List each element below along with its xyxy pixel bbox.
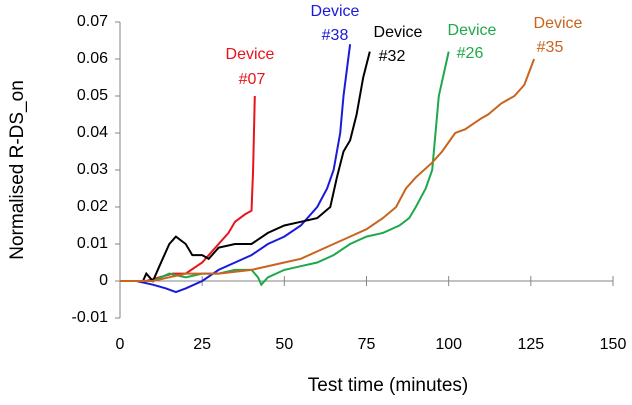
y-tick-label: -0.01 xyxy=(72,309,109,326)
y-tick-label: 0.02 xyxy=(77,198,108,215)
y-tick-label: 0.03 xyxy=(77,161,108,178)
x-tick-label: 0 xyxy=(116,336,125,353)
y-tick-label: 0.05 xyxy=(77,87,108,104)
annotation: #32 xyxy=(379,48,406,65)
annotation: Device xyxy=(448,22,497,39)
series-line xyxy=(120,95,256,282)
annotation: #38 xyxy=(322,27,349,44)
x-tick-label: 100 xyxy=(435,336,462,353)
annotation: Device xyxy=(311,3,360,20)
annotation: Device xyxy=(226,46,275,63)
series-line xyxy=(120,51,371,283)
x-tick-label: 125 xyxy=(517,336,544,353)
x-tick-label: 50 xyxy=(275,336,293,353)
x-axis-label: Test time (minutes) xyxy=(308,375,468,396)
annotation: Device xyxy=(374,24,423,41)
x-tick-label: 75 xyxy=(358,336,376,353)
annotation: Device xyxy=(534,15,583,32)
annotation: #35 xyxy=(537,39,564,56)
annotation: #07 xyxy=(239,71,266,88)
x-tick-label: 150 xyxy=(600,336,627,353)
y-tick-label: 0.04 xyxy=(77,124,108,141)
series-line xyxy=(120,51,450,287)
y-axis-label: Normalised R-DS_on xyxy=(7,80,28,260)
series-line xyxy=(120,44,352,294)
y-tick-label: 0 xyxy=(99,272,108,289)
x-tick-label: 25 xyxy=(193,336,211,353)
y-tick-label: 0.06 xyxy=(77,50,108,67)
y-tick-label: 0.01 xyxy=(77,235,108,252)
series-line xyxy=(120,58,536,282)
y-tick-label: 0.07 xyxy=(77,13,108,30)
annotation: #26 xyxy=(457,45,484,62)
